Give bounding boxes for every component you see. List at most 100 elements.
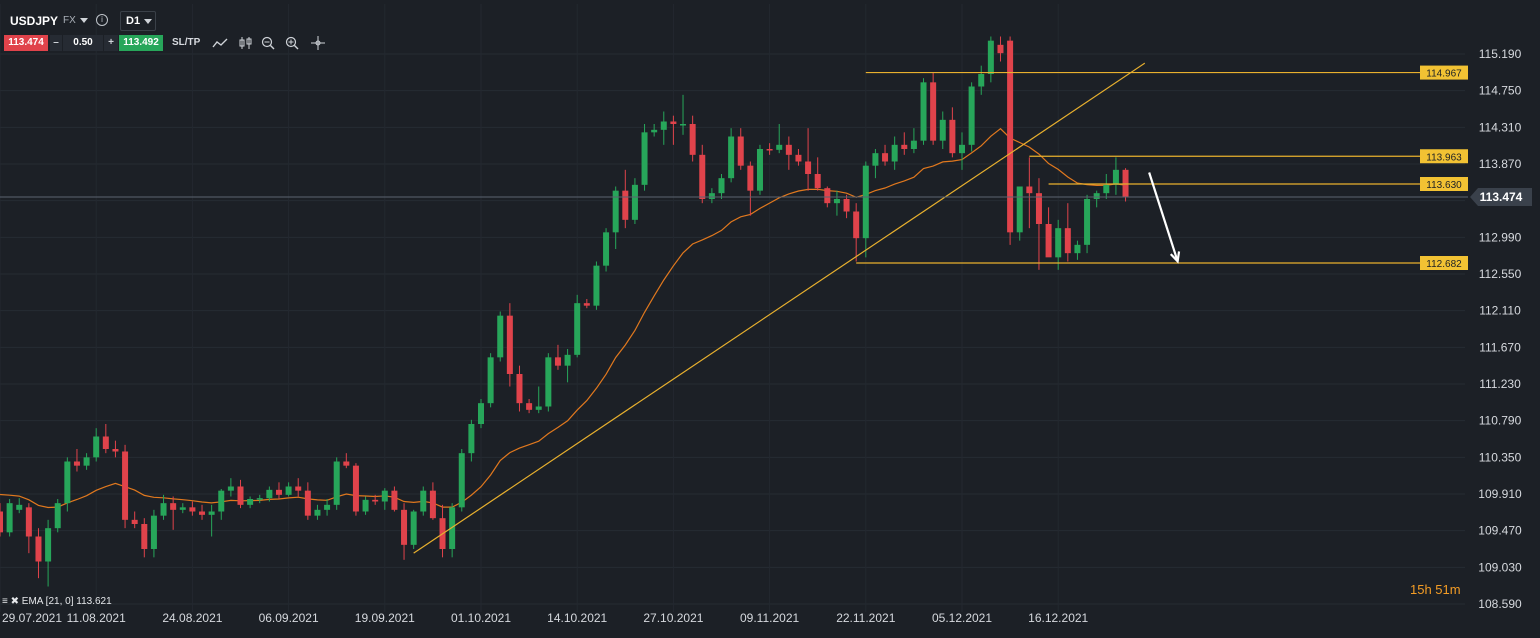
candle-body [564, 354, 571, 366]
candle-body [882, 153, 889, 162]
candle-body [612, 190, 619, 233]
candle-body [429, 490, 436, 519]
candle-body [930, 82, 937, 141]
candle-body [208, 511, 215, 515]
candle-body [1016, 186, 1023, 233]
candle-body [641, 132, 648, 185]
candle-body [131, 519, 138, 524]
candle-body [622, 190, 629, 220]
level-label: 112.682 [1426, 259, 1462, 270]
candle-body [237, 486, 244, 505]
candle-body [997, 44, 1004, 54]
candle-body [1045, 224, 1052, 258]
candle-body [102, 436, 109, 449]
price-tick-label: 114.310 [1479, 120, 1522, 134]
candle-body [150, 515, 157, 549]
candle-body [112, 449, 119, 452]
projection-arrowhead [1169, 251, 1181, 264]
candle-body [458, 453, 465, 508]
candle-body [266, 489, 273, 499]
date-tick-label: 14.10.2021 [547, 611, 607, 625]
date-tick-label: 09.11.2021 [740, 611, 799, 625]
candle-body [949, 119, 956, 154]
market-tag[interactable]: FX [63, 15, 76, 26]
candle-body [545, 357, 552, 407]
candle-body [25, 507, 32, 537]
candle-body [314, 509, 321, 516]
level-label: 113.963 [1426, 152, 1462, 163]
lot-increase-button[interactable]: + [104, 35, 118, 51]
date-tick-label: 22.11.2021 [836, 611, 895, 625]
current-price-tag [1470, 188, 1532, 206]
candle-body [814, 174, 821, 189]
candle-body [0, 511, 3, 533]
candle-body [1026, 186, 1033, 194]
candle-body [83, 457, 90, 466]
price-tick-label: 115.190 [1479, 47, 1522, 61]
candle-body [574, 303, 581, 355]
sltp-button[interactable]: SL/TP [172, 37, 201, 48]
candle-body [1112, 169, 1119, 185]
date-tick-label: 11.08.2021 [67, 611, 126, 625]
candle-body [449, 507, 456, 549]
candle-body [833, 199, 840, 204]
price-tick-label: 111.670 [1479, 340, 1521, 354]
price-tick-label: 108.590 [1478, 597, 1522, 611]
candle-body [1093, 193, 1100, 199]
candle-body [333, 461, 340, 505]
candle-body [285, 486, 292, 495]
candle-body [978, 74, 985, 87]
ema-legend[interactable]: ≡ ✖ EMA [21, 0] 113.621 [2, 596, 112, 607]
candle-body [256, 498, 263, 500]
candle-body [593, 265, 600, 306]
candle-body [16, 504, 23, 510]
candle-body [304, 490, 311, 516]
price-tick-label: 112.110 [1479, 304, 1521, 318]
lot-decrease-button[interactable]: – [50, 35, 62, 51]
candle-body [526, 403, 533, 410]
timeframe-select[interactable]: D1 [120, 11, 156, 31]
date-tick-label: 29.07.2021 [2, 611, 62, 625]
info-icon[interactable]: i [96, 14, 108, 26]
drawing-overlays: 114.967 113.963 113.630 112.682 [0, 62, 1468, 554]
zoom-out-icon[interactable] [261, 36, 277, 50]
date-tick-label: 27.10.2021 [643, 611, 703, 625]
candle-body [64, 461, 71, 504]
candles-icon[interactable] [238, 36, 254, 50]
candle-body [45, 528, 52, 562]
chevron-down-icon[interactable] [80, 18, 88, 23]
price-tick-label: 113.870 [1479, 157, 1522, 171]
lot-size-input[interactable]: 0.50 [63, 35, 103, 51]
line-chart-icon[interactable] [212, 36, 228, 50]
symbol-label[interactable]: USDJPY [10, 14, 59, 28]
timeframe-value: D1 [126, 15, 141, 27]
candle-body [747, 165, 754, 191]
candle-body [631, 184, 638, 220]
candle-body [824, 188, 831, 204]
candle-body [728, 136, 735, 179]
buy-button[interactable]: 113.492 [119, 35, 163, 51]
date-tick-label: 16.12.2021 [1028, 611, 1088, 625]
candle-body [420, 490, 427, 512]
price-tick-label: 109.030 [1478, 560, 1522, 574]
candle-body [179, 507, 186, 510]
level-label: 113.630 [1426, 180, 1462, 191]
crosshair-icon[interactable] [310, 36, 326, 50]
candle-body [170, 503, 177, 510]
candle-body [410, 511, 417, 545]
price-tick-label: 110.350 [1479, 450, 1522, 464]
candle-body [776, 144, 783, 150]
candle-body [939, 119, 946, 141]
ema-series [0, 127, 1126, 509]
level-label-box [1420, 65, 1468, 80]
candle-body [295, 486, 302, 491]
candle-body [554, 357, 561, 366]
candle-body [1035, 193, 1042, 224]
sell-button[interactable]: 113.474 [4, 35, 48, 51]
chevron-down-icon [144, 19, 152, 24]
candle-body [756, 149, 763, 191]
zoom-in-icon[interactable] [285, 36, 301, 50]
candle-body [141, 524, 148, 549]
candle-body [122, 451, 129, 520]
